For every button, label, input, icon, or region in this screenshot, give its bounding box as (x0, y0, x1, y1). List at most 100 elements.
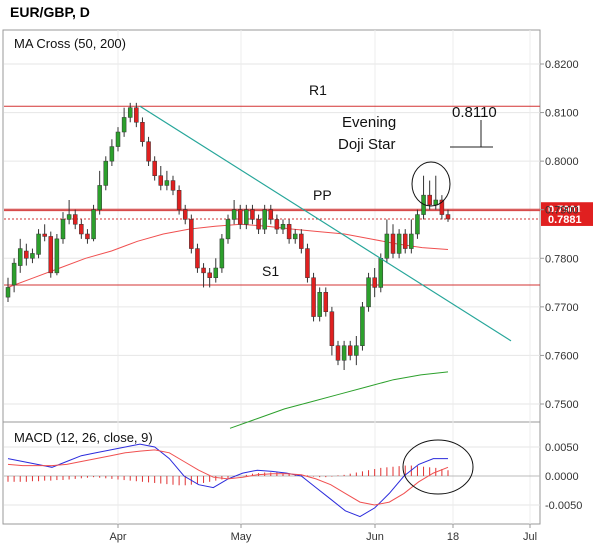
candle-body (268, 209, 274, 220)
candle-body (85, 233, 90, 240)
macd-crossover-circle (402, 439, 474, 495)
y-axis: 0.7500 0.7600 0.7700 0.7800 0.7900 0.8000 0.81… (540, 59, 582, 512)
candle-body (335, 345, 341, 361)
y-tick-label: 0.7700 (545, 302, 579, 314)
candle-body (396, 233, 402, 254)
candle-body (445, 214, 451, 220)
candle-body (146, 141, 151, 162)
candle-body (299, 233, 304, 249)
candle-body (115, 131, 121, 147)
macd-y-tick-label: -0.0050 (545, 500, 582, 512)
candle-body (256, 219, 261, 230)
candle-body (317, 292, 322, 317)
candle-body (225, 219, 231, 240)
candle-body (292, 233, 298, 240)
candle-body (378, 258, 384, 288)
candle-body (30, 253, 35, 259)
candle-body (231, 209, 237, 220)
y-tick-label: 0.7500 (545, 399, 579, 411)
candle-body (262, 209, 267, 230)
candle-body (152, 160, 157, 176)
candle-body (72, 214, 78, 225)
candle-body (201, 267, 206, 274)
candle-body (439, 199, 445, 215)
y-tick-label: 0.7600 (545, 350, 579, 362)
candle-body (42, 233, 47, 237)
macd-line (7, 443, 448, 518)
r1-label: R1 (309, 82, 327, 98)
candle-body (347, 345, 353, 356)
candle-body (48, 236, 54, 274)
moving-averages (7, 223, 449, 429)
candle-body (274, 219, 280, 230)
x-axis: Apr May Jun 18 Jul (109, 524, 537, 543)
trendline-group (139, 105, 512, 342)
y-tick-label: 0.7800 (545, 253, 579, 265)
x-tick-label: May (231, 531, 252, 543)
candle-body (390, 233, 396, 254)
signal-line (7, 449, 449, 506)
candle-body (354, 345, 359, 356)
candle-body (134, 107, 139, 123)
candle-body (97, 185, 102, 210)
candle-body (24, 250, 29, 259)
candle-body (433, 199, 439, 206)
candle-body (5, 287, 11, 298)
candle-body (280, 224, 286, 230)
candle-body (66, 214, 72, 220)
candle-body (409, 233, 414, 249)
candle-body (329, 311, 335, 346)
candle-body (189, 219, 194, 249)
target-label: 0.8110 (452, 104, 497, 121)
candle-body (60, 219, 66, 240)
evening-label-line1: Evening (342, 114, 396, 131)
y-tick-label: 0.7900 (545, 205, 579, 217)
candle-body (207, 272, 212, 278)
trendline (139, 105, 512, 342)
candle-body (244, 209, 249, 225)
candle-body (103, 160, 109, 186)
candle-body (286, 224, 292, 240)
candle-body (11, 262, 17, 286)
candle-body (311, 277, 316, 317)
candle-body (402, 233, 408, 249)
pp-label: PP (313, 187, 332, 203)
ma-cross-label: MA Cross (50, 200) (14, 36, 126, 51)
candle-body (384, 233, 390, 259)
candle-body (427, 194, 432, 206)
candle-body (219, 238, 225, 269)
x-tick-label: Apr (109, 531, 126, 543)
macd-panel-frame (2, 421, 541, 525)
candle-body (170, 180, 176, 191)
candle-body (415, 214, 420, 235)
symbol-title: EUR/GBP, D (10, 4, 90, 20)
candle-body (36, 233, 41, 255)
candle-body (341, 345, 347, 361)
evening-label-line2: Doji Star (338, 136, 396, 153)
s1-label: S1 (262, 263, 279, 279)
candle-body (237, 209, 243, 225)
candle-body (250, 209, 255, 220)
candle-body (121, 117, 127, 133)
candle-body (323, 292, 329, 312)
macd-group (4, 443, 540, 518)
ma-200-line (229, 371, 449, 429)
candle-body (140, 122, 145, 142)
macd-label: MACD (12, 26, close, 9) (14, 430, 153, 445)
candle-body (305, 248, 310, 278)
candle-body (213, 267, 219, 278)
price-tag (541, 211, 593, 226)
y-tick-label: 0.8200 (545, 59, 579, 71)
x-tick-label: Jul (523, 531, 537, 543)
candle-body (372, 277, 377, 288)
candle-body (366, 277, 371, 308)
candle-body (195, 248, 200, 269)
candle-body (164, 180, 170, 186)
candle-body (91, 209, 96, 240)
evening-star-circle (411, 161, 451, 207)
candle-body (109, 146, 115, 162)
x-tick-label: Jun (366, 531, 384, 543)
candle-body (158, 175, 164, 186)
y-tick-label: 0.8100 (545, 108, 579, 120)
